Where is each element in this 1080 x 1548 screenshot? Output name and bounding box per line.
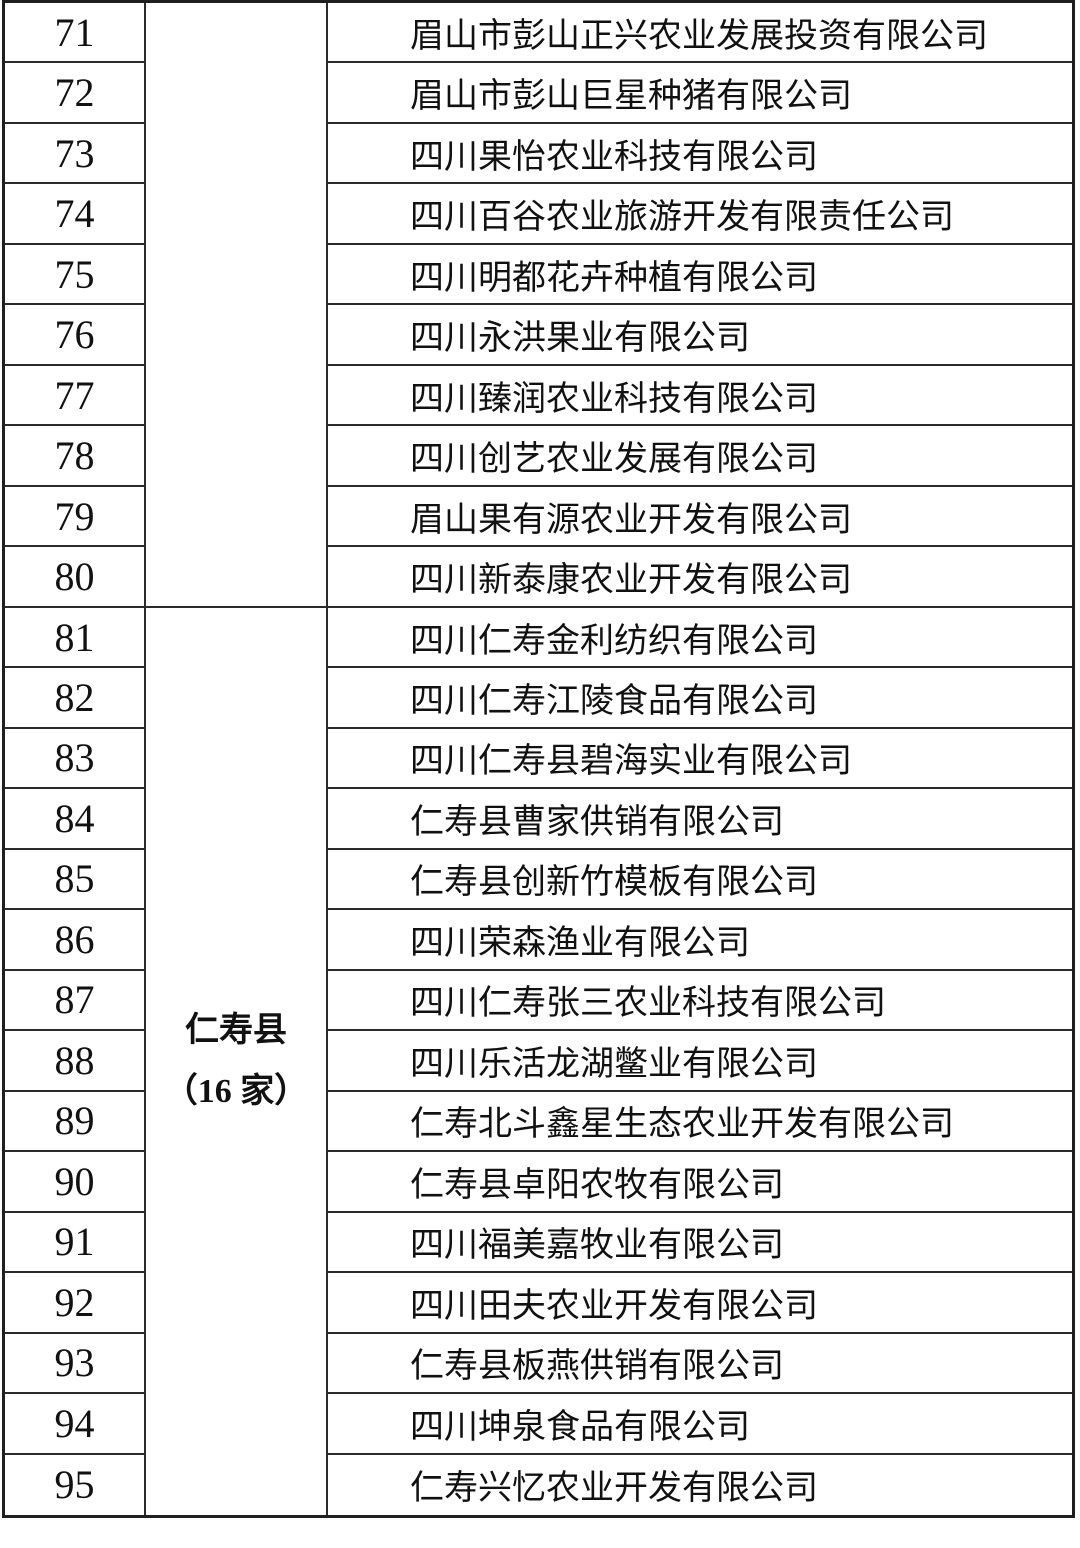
row-number: 89 [5, 1091, 146, 1153]
row-number: 79 [5, 486, 146, 548]
company-name: 仁寿县卓阳农牧有限公司 [328, 1152, 1072, 1213]
company-name: 四川仁寿县碧海实业有限公司 [328, 729, 1072, 790]
company-name: 四川乐活龙湖鳖业有限公司 [328, 1031, 1072, 1092]
region-count: （16 家） [163, 1073, 309, 1111]
company-name: 四川新泰康农业开发有限公司 [328, 547, 1072, 608]
row-number: 71 [5, 3, 146, 64]
row-number: 76 [5, 305, 146, 366]
row-number: 90 [5, 1152, 146, 1213]
company-name: 四川坤泉食品有限公司 [328, 1394, 1072, 1455]
row-number: 72 [5, 63, 146, 124]
company-name: 仁寿县创新竹模板有限公司 [328, 850, 1072, 911]
company-name: 四川仁寿金利纺织有限公司 [328, 608, 1072, 669]
region-name: 仁寿县 [185, 1011, 287, 1049]
company-name: 眉山市彭山正兴农业发展投资有限公司 [328, 3, 1072, 64]
company-name: 仁寿兴忆农业开发有限公司 [410, 1470, 818, 1508]
company-name: 四川明都花卉种植有限公司 [328, 245, 1072, 306]
company-name: 四川创艺农业发展有限公司 [328, 426, 1072, 487]
row-number: 83 [5, 728, 146, 790]
company-name: 四川仁寿江陵食品有限公司 [328, 668, 1072, 729]
company-name: 眉山市彭山巨星种猪有限公司 [328, 63, 1072, 124]
company-name: 四川荣森渔业有限公司 [328, 910, 1072, 971]
row-number: 77 [5, 365, 146, 427]
region-cell-blank [146, 3, 328, 608]
company-table: 仁寿县 （16 家） 71 眉山市彭山正兴农业发展投资有限公司 72 眉山市彭山巨星种… [2, 0, 1075, 1518]
company-name: 仁寿县板燕供销有限公司 [328, 1334, 1072, 1395]
company-name: 四川臻润农业科技有限公司 [328, 366, 1072, 427]
row-number: 84 [5, 789, 146, 850]
company-name: 四川百谷农业旅游开发有限责任公司 [328, 184, 1072, 245]
company-name: 仁寿北斗鑫星生态农业开发有限公司 [328, 1092, 1072, 1153]
row-number: 81 [5, 607, 146, 669]
company-name: 四川福美嘉牧业有限公司 [328, 1213, 1072, 1274]
company-name: 四川永洪果业有限公司 [328, 305, 1072, 366]
row-number: 94 [5, 1394, 146, 1455]
row-number: 80 [5, 547, 146, 608]
company-name: 四川田夫农业开发有限公司 [328, 1273, 1072, 1334]
row-number: 87 [5, 970, 146, 1032]
row-number: 86 [5, 910, 146, 971]
row-number: 85 [5, 849, 146, 911]
row-number: 92 [5, 1273, 146, 1334]
row-number: 78 [5, 426, 146, 487]
company-name: 仁寿县曹家供销有限公司 [328, 789, 1072, 850]
row-number: 88 [5, 1031, 146, 1092]
company-name: 四川果怡农业科技有限公司 [328, 124, 1072, 185]
row-number: 95 [5, 1454, 146, 1515]
row-number: 93 [5, 1333, 146, 1395]
row-number: 73 [5, 123, 146, 185]
region-cell-renshou: 仁寿县 （16 家） [146, 607, 328, 1515]
company-name: 眉山果有源农业开发有限公司 [328, 487, 1072, 548]
row-number: 82 [5, 668, 146, 729]
row-number: 91 [5, 1212, 146, 1274]
row-number: 75 [5, 244, 146, 306]
company-name: 四川仁寿张三农业科技有限公司 [328, 971, 1072, 1032]
row-number: 74 [5, 184, 146, 245]
